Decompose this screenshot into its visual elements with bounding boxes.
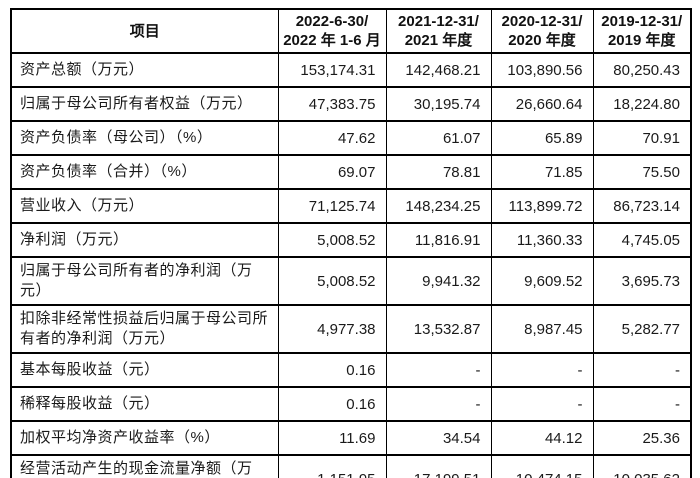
value-2020: 44.12 xyxy=(490,420,594,456)
value-2019: 3,695.73 xyxy=(592,256,692,306)
row-label: 净利润（万元） xyxy=(10,222,279,258)
table-body: 资产总额（万元） 153,174.31 142,468.21 103,890.5… xyxy=(10,52,692,478)
row-label-text: 归属于母公司所有者权益（万元） xyxy=(20,95,253,112)
row-label: 归属于母公司所有者的净利润（万元） xyxy=(10,256,279,306)
value-2020: 71.85 xyxy=(490,154,594,190)
value-2022-h1: 153,174.31 xyxy=(277,52,387,88)
value-2020: 65.89 xyxy=(490,120,594,156)
row-label: 经营活动产生的现金流量净额（万元） xyxy=(10,454,279,478)
row-label-text: 归属于母公司所有者的净利润（万元） xyxy=(20,262,253,299)
row-label: 稀释每股收益（元） xyxy=(10,386,279,422)
row-label-text: 资产总额（万元） xyxy=(20,61,145,78)
financial-summary-table: 项目 2022-6-30/ 2022 年 1-6 月 2021-12-31/ 2… xyxy=(10,8,692,478)
value-2021: - xyxy=(385,386,492,422)
value-2022-h1: 69.07 xyxy=(277,154,387,190)
table-row: 经营活动产生的现金流量净额（万元） 1,151.95 17,199.51 10,… xyxy=(10,454,692,478)
value-2021: - xyxy=(385,352,492,388)
value-2020: 103,890.56 xyxy=(490,52,594,88)
table-row: 加权平均净资产收益率（%） 11.69 34.54 44.12 25.36 xyxy=(10,420,692,456)
value-2019: 10,035.62 xyxy=(592,454,692,478)
header-period-2020: 2020-12-31/ 2020 年度 xyxy=(490,8,594,54)
value-2021: 61.07 xyxy=(385,120,492,156)
value-2020: 9,609.52 xyxy=(490,256,594,306)
row-label-text: 净利润（万元） xyxy=(20,231,129,248)
value-2022-h1: 47,383.75 xyxy=(277,86,387,122)
header-row: 项目 2022-6-30/ 2022 年 1-6 月 2021-12-31/ 2… xyxy=(10,8,692,54)
value-2019: 4,745.05 xyxy=(592,222,692,258)
value-2021: 9,941.32 xyxy=(385,256,492,306)
row-label: 资产负债率（合并）（%） xyxy=(10,154,279,190)
row-label: 资产负债率（母公司）（%） xyxy=(10,120,279,156)
row-label-text: 稀释每股收益（元） xyxy=(20,395,160,412)
value-2021: 78.81 xyxy=(385,154,492,190)
value-2022-h1: 1,151.95 xyxy=(277,454,387,478)
value-2022-h1: 5,008.52 xyxy=(277,222,387,258)
value-2020: - xyxy=(490,352,594,388)
value-2019: 18,224.80 xyxy=(592,86,692,122)
value-2019: 5,282.77 xyxy=(592,304,692,354)
row-label-text: 经营活动产生的现金流量净额（万元） xyxy=(20,460,253,477)
value-2022-h1: 4,977.38 xyxy=(277,304,387,354)
table-row: 归属于母公司所有者的净利润（万元） 5,008.52 9,941.32 9,60… xyxy=(10,256,692,306)
value-2019: 70.91 xyxy=(592,120,692,156)
table-row: 净利润（万元） 5,008.52 11,816.91 11,360.33 4,7… xyxy=(10,222,692,258)
row-label: 扣除非经常性损益后归属于母公司所有者的净利润（万元） xyxy=(10,304,279,354)
header-item-column: 项目 xyxy=(10,8,279,54)
header-period-2019: 2019-12-31/ 2019 年度 xyxy=(592,8,692,54)
row-label-text: 扣除非经常性损益后归属于母公司所有者的净利润（万元） xyxy=(20,310,269,347)
row-label: 加权平均净资产收益率（%） xyxy=(10,420,279,456)
row-label-text: 加权平均净资产收益率（%） xyxy=(20,429,220,446)
value-2022-h1: 5,008.52 xyxy=(277,256,387,306)
value-2019: - xyxy=(592,386,692,422)
value-2021: 34.54 xyxy=(385,420,492,456)
value-2021: 148,234.25 xyxy=(385,188,492,224)
table-row: 稀释每股收益（元） 0.16 - - - xyxy=(10,386,692,422)
value-2022-h1: 0.16 xyxy=(277,386,387,422)
table-row: 资产负债率（母公司）（%） 47.62 61.07 65.89 70.91 xyxy=(10,120,692,156)
header-period-2022-h1: 2022-6-30/ 2022 年 1-6 月 xyxy=(277,8,387,54)
value-2020: 8,987.45 xyxy=(490,304,594,354)
value-2021: 13,532.87 xyxy=(385,304,492,354)
value-2022-h1: 11.69 xyxy=(277,420,387,456)
table-row: 资产负债率（合并）（%） 69.07 78.81 71.85 75.50 xyxy=(10,154,692,190)
row-label: 基本每股收益（元） xyxy=(10,352,279,388)
row-label: 归属于母公司所有者权益（万元） xyxy=(10,86,279,122)
value-2019: 86,723.14 xyxy=(592,188,692,224)
value-2019: 80,250.43 xyxy=(592,52,692,88)
row-label-text: 基本每股收益（元） xyxy=(20,361,160,378)
table-row: 资产总额（万元） 153,174.31 142,468.21 103,890.5… xyxy=(10,52,692,88)
value-2020: 10,474.15 xyxy=(490,454,594,478)
table-row: 营业收入（万元） 71,125.74 148,234.25 113,899.72… xyxy=(10,188,692,224)
value-2022-h1: 71,125.74 xyxy=(277,188,387,224)
value-2020: - xyxy=(490,386,594,422)
value-2021: 30,195.74 xyxy=(385,86,492,122)
value-2020: 113,899.72 xyxy=(490,188,594,224)
value-2019: - xyxy=(592,352,692,388)
value-2020: 26,660.64 xyxy=(490,86,594,122)
value-2019: 75.50 xyxy=(592,154,692,190)
table-row: 扣除非经常性损益后归属于母公司所有者的净利润（万元） 4,977.38 13,5… xyxy=(10,304,692,354)
table-row: 归属于母公司所有者权益（万元） 47,383.75 30,195.74 26,6… xyxy=(10,86,692,122)
value-2022-h1: 0.16 xyxy=(277,352,387,388)
value-2022-h1: 47.62 xyxy=(277,120,387,156)
row-label: 资产总额（万元） xyxy=(10,52,279,88)
table-row: 基本每股收益（元） 0.16 - - - xyxy=(10,352,692,388)
row-label-text: 资产负债率（合并）（%） xyxy=(20,163,197,180)
value-2021: 142,468.21 xyxy=(385,52,492,88)
value-2021: 11,816.91 xyxy=(385,222,492,258)
row-label-text: 营业收入（万元） xyxy=(20,197,145,214)
row-label-text: 资产负债率（母公司）（%） xyxy=(20,129,213,146)
header-period-2021: 2021-12-31/ 2021 年度 xyxy=(385,8,492,54)
value-2019: 25.36 xyxy=(592,420,692,456)
value-2021: 17,199.51 xyxy=(385,454,492,478)
value-2020: 11,360.33 xyxy=(490,222,594,258)
row-label: 营业收入（万元） xyxy=(10,188,279,224)
